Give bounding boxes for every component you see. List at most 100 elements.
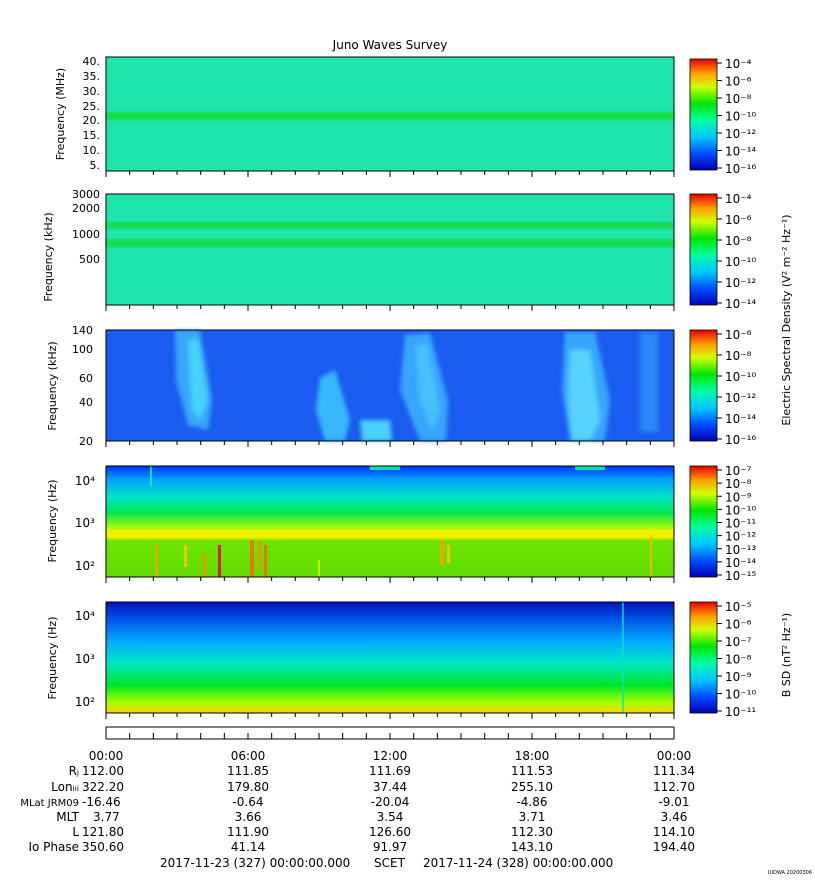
ytick-label: 10. bbox=[83, 144, 101, 157]
row-value: 121.80 bbox=[82, 825, 124, 839]
colorbar-tick-label: 10⁻¹² bbox=[725, 391, 756, 405]
spike bbox=[258, 540, 261, 570]
row-value: 41.14 bbox=[231, 840, 265, 854]
time-labels: 00:00 06:00 12:00 18:00 00:00 bbox=[89, 749, 692, 763]
row-value: -9.01 bbox=[658, 795, 689, 809]
colorbar-tick-label: 10⁻¹² bbox=[725, 276, 756, 290]
ytick-label: 3000 bbox=[72, 188, 100, 201]
spike bbox=[184, 545, 187, 567]
ytick-label: 15. bbox=[83, 129, 101, 142]
panel-4-background bbox=[106, 466, 674, 577]
colorbar-4 bbox=[689, 465, 718, 578]
burst-1-core bbox=[188, 338, 208, 420]
row-value: 350.60 bbox=[82, 840, 124, 854]
colorbar-tick-label: 10⁻¹¹ bbox=[725, 705, 756, 719]
row-value: 194.40 bbox=[653, 840, 695, 854]
colorbar-tick-label: 10⁻¹⁴ bbox=[725, 412, 756, 426]
ytick-label: 20 bbox=[79, 435, 93, 448]
colorbar-label-electric: Electric Spectral Density (V² m⁻² Hz⁻¹) bbox=[780, 214, 793, 425]
burst-4-core bbox=[568, 350, 600, 441]
colorbar-tick-label: 10⁻¹⁶ bbox=[725, 162, 756, 176]
row-value: 3.71 bbox=[519, 810, 546, 824]
time-label: 18:00 bbox=[515, 749, 550, 763]
row-label: Io Phase bbox=[28, 840, 79, 854]
colorbar-1 bbox=[689, 58, 718, 171]
row-label: MLat JRM09 bbox=[20, 798, 79, 809]
colorbar-3 bbox=[689, 329, 718, 442]
colorbar-tick-label: 10⁻¹⁰ bbox=[725, 370, 756, 384]
row-value: 112.00 bbox=[82, 764, 124, 778]
panel-1-band-21mhz bbox=[106, 112, 674, 120]
spike bbox=[447, 545, 450, 563]
panel-3-ylabel: Frequency (kHz) bbox=[46, 341, 59, 430]
chart-title: Juno Waves Survey bbox=[332, 38, 448, 52]
panel-lfr-high: Frequency (kHz) 140 100 60 40 20 bbox=[46, 324, 675, 448]
colorbar-tick-label: 10⁻¹⁴ bbox=[725, 297, 756, 311]
row-mlat: MLat JRM09 -16.46 -0.64 -20.04 -4.86 -9.… bbox=[20, 795, 689, 809]
colorbar-tick-label: 10⁻⁸ bbox=[725, 477, 752, 491]
ytick-label: 10² bbox=[75, 695, 95, 709]
x-tick-marks bbox=[105, 171, 675, 719]
colorbars bbox=[689, 58, 718, 714]
panel-2-band-800khz bbox=[106, 239, 674, 247]
row-value: 3.66 bbox=[235, 810, 262, 824]
colorbar-5 bbox=[689, 601, 718, 714]
row-value: 3.77 bbox=[93, 810, 120, 824]
colorbar-tick-label: 10⁻⁸ bbox=[725, 234, 752, 248]
row-label: MLT bbox=[56, 810, 79, 824]
burst-2 bbox=[316, 370, 350, 441]
row-mlt: MLT 3.77 3.66 3.54 3.71 3.46 bbox=[56, 810, 687, 824]
colorbar-tick-label: 10⁻⁷ bbox=[725, 464, 752, 478]
colorbar-2 bbox=[689, 193, 718, 306]
panel-5-ylabel: Frequency (Hz) bbox=[46, 617, 59, 700]
footer-start-time: 2017-11-23 (327) 00:00:00.000 bbox=[160, 856, 350, 870]
footer-scet: SCET bbox=[374, 856, 406, 870]
colorbar-tick-labels: 10⁻⁴ 10⁻⁶ 10⁻⁸ 10⁻¹⁰ 10⁻¹² 10⁻¹⁴ 10⁻¹⁶ 10⁻⁴ 10⁻⁶… bbox=[717, 57, 756, 719]
ytick-label: 10⁴ bbox=[75, 474, 95, 488]
colorbar-tick-label: 10⁻¹⁶ bbox=[725, 433, 756, 447]
colorbar-tick-label: 10⁻⁸ bbox=[725, 92, 752, 106]
colorbar-tick-label: 10⁻⁹ bbox=[725, 670, 752, 684]
ytick-label: 100 bbox=[72, 343, 93, 356]
spike bbox=[370, 466, 400, 470]
panel-4-spikes bbox=[150, 466, 652, 577]
row-value: 126.60 bbox=[369, 825, 411, 839]
colorbar-tick-label: 10⁻¹⁴ bbox=[725, 145, 756, 159]
panel-hfr-high: Frequency (MHz) 40. 35. 30. 25. 20. 15. … bbox=[54, 55, 675, 172]
colorbar-tick-label: 10⁻⁶ bbox=[725, 75, 752, 89]
row-value: 111.69 bbox=[369, 764, 411, 778]
panel-2-background bbox=[106, 194, 674, 305]
panel-5-background bbox=[106, 602, 674, 713]
spike bbox=[318, 560, 320, 577]
row-value: 111.90 bbox=[227, 825, 269, 839]
ytick-label: 40 bbox=[79, 396, 93, 409]
row-value: 114.10 bbox=[653, 825, 695, 839]
row-value: 322.20 bbox=[82, 780, 124, 794]
colorbar-tick-label: 10⁻¹¹ bbox=[725, 517, 756, 531]
ytick-label: 5. bbox=[90, 159, 101, 172]
burst-5 bbox=[640, 332, 658, 432]
row-value: -4.86 bbox=[516, 795, 547, 809]
colorbar-tick-label: 10⁻¹² bbox=[725, 127, 756, 141]
row-value: 179.80 bbox=[227, 780, 269, 794]
colorbar-tick-label: 10⁻⁸ bbox=[725, 653, 752, 667]
row-label: Rⱼ bbox=[69, 764, 79, 778]
spike bbox=[622, 602, 624, 713]
row-value: 111.53 bbox=[511, 764, 553, 778]
ytick-label: 10⁴ bbox=[75, 609, 95, 623]
row-value: 3.46 bbox=[661, 810, 688, 824]
ytick-label: 25. bbox=[83, 100, 101, 113]
ephemeris-table: 00:00 06:00 12:00 18:00 00:00 Rⱼ 112.00 … bbox=[20, 749, 695, 854]
ytick-label: 140 bbox=[72, 324, 93, 337]
footer-end-time: 2017-11-24 (328) 00:00:00.000 bbox=[423, 856, 613, 870]
footer: 2017-11-23 (327) 00:00:00.000 SCET 2017-… bbox=[160, 856, 812, 876]
panel-2-band-1300khz bbox=[106, 222, 674, 229]
panel-3-yticks: 140 100 60 40 20 bbox=[72, 324, 93, 448]
ytick-label: 60 bbox=[79, 372, 93, 385]
time-label: 12:00 bbox=[373, 749, 408, 763]
time-label: 06:00 bbox=[231, 749, 266, 763]
spike bbox=[250, 540, 254, 577]
panel-1-yticks: 40. 35. 30. 25. 20. 15. 10. 5. bbox=[83, 55, 101, 172]
time-label: 00:00 bbox=[657, 749, 692, 763]
colorbar-tick-label: 10⁻⁶ bbox=[725, 213, 752, 227]
